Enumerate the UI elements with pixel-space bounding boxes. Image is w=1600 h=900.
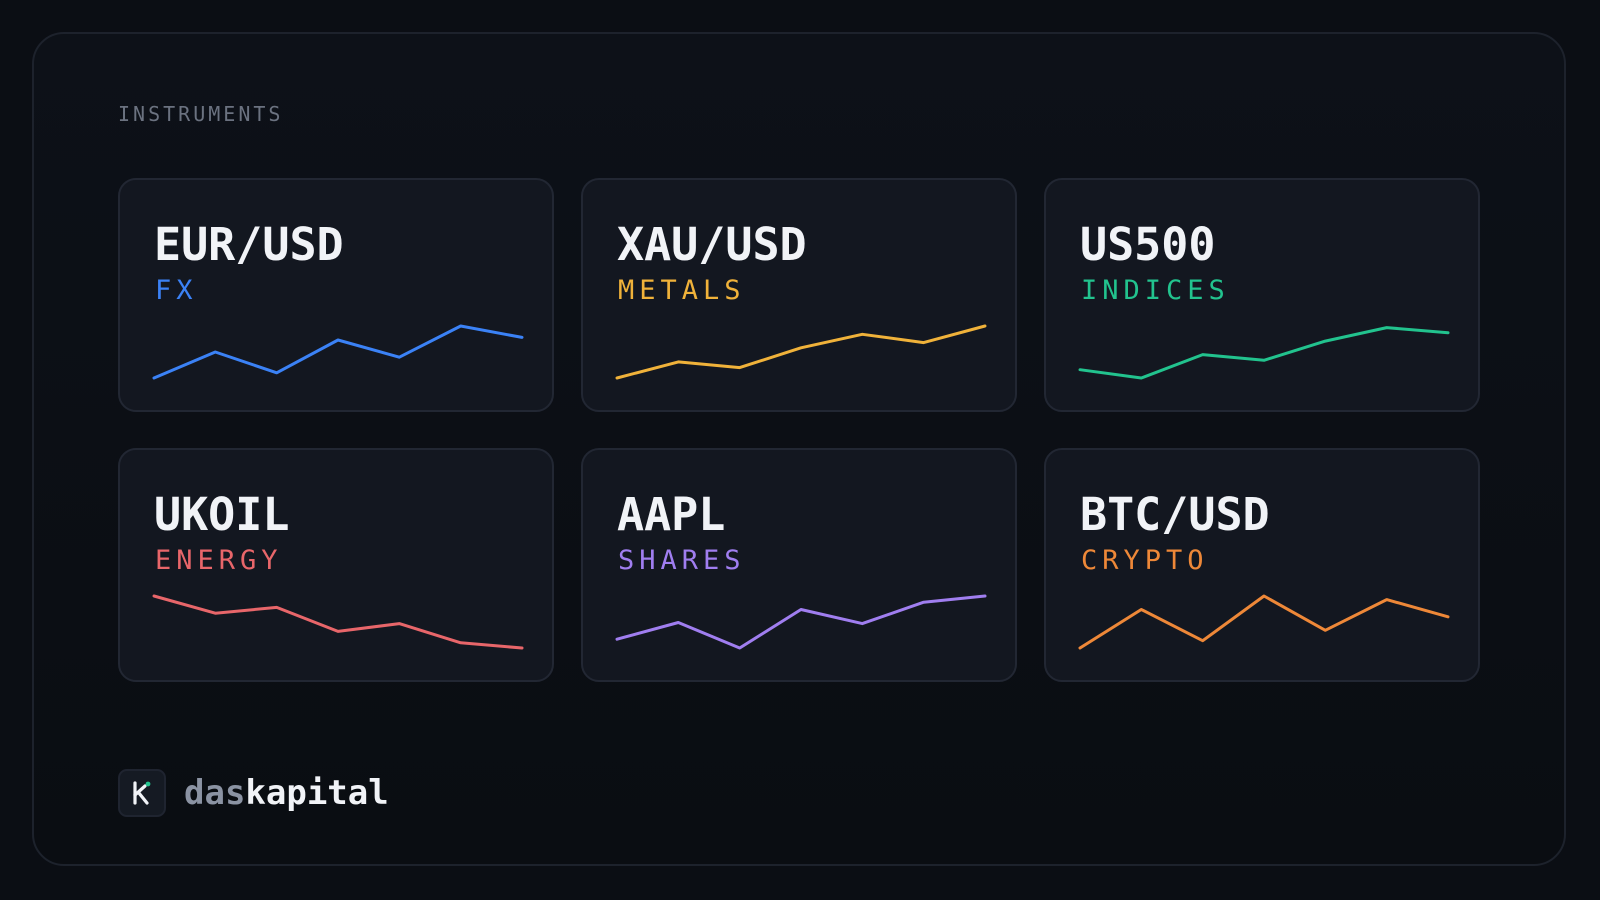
- k-logo-glyph: [133, 781, 151, 805]
- instrument-card-us500[interactable]: US500 INDICES: [1044, 178, 1480, 412]
- instrument-category: ENERGY: [155, 545, 283, 576]
- instrument-card-ukoil[interactable]: UKOIL ENERGY: [118, 448, 554, 682]
- brand: daskapital: [118, 768, 389, 818]
- instrument-symbol: EUR/USD: [154, 218, 344, 271]
- instrument-grid: EUR/USD FX XAU/USD METALS US500 INDICES …: [118, 178, 1481, 682]
- sparkline: [152, 324, 524, 380]
- instrument-category: FX: [155, 275, 198, 306]
- instrument-card-eurusd[interactable]: EUR/USD FX: [118, 178, 554, 412]
- instrument-symbol: BTC/USD: [1080, 488, 1270, 541]
- sparkline: [615, 324, 987, 380]
- instrument-card-aapl[interactable]: AAPL SHARES: [581, 448, 1017, 682]
- instrument-symbol: US500: [1080, 218, 1216, 271]
- sparkline: [615, 594, 987, 650]
- sparkline: [1078, 326, 1450, 380]
- instrument-category: CRYPTO: [1081, 545, 1209, 576]
- instrument-symbol: AAPL: [617, 488, 726, 541]
- instrument-card-btcusd[interactable]: BTC/USD CRYPTO: [1044, 448, 1480, 682]
- sparkline: [1078, 594, 1450, 650]
- instrument-category: INDICES: [1081, 275, 1230, 306]
- instrument-card-xauusd[interactable]: XAU/USD METALS: [581, 178, 1017, 412]
- instrument-symbol: XAU/USD: [617, 218, 807, 271]
- instrument-category: SHARES: [618, 545, 746, 576]
- brand-name-prefix: das: [184, 773, 246, 813]
- section-label: INSTRUMENTS: [118, 102, 284, 126]
- instrument-symbol: UKOIL: [154, 488, 290, 541]
- sparkline: [152, 594, 524, 650]
- instrument-category: METALS: [618, 275, 746, 306]
- brand-name-suffix: kapital: [245, 773, 389, 813]
- logo-icon: [118, 769, 166, 817]
- brand-name: daskapital: [184, 773, 389, 813]
